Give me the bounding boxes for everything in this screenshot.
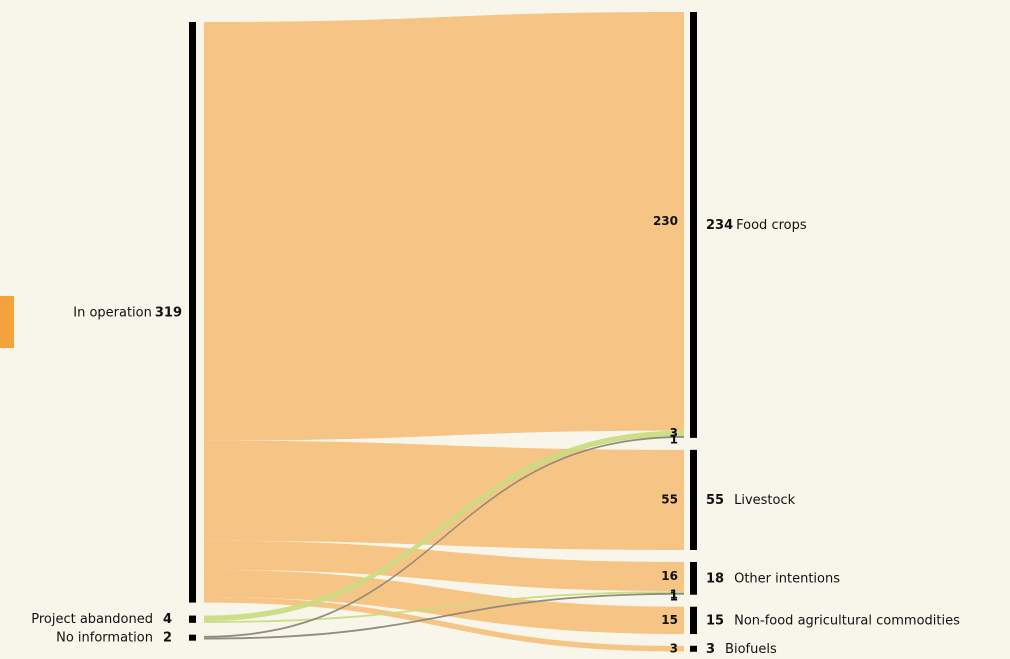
node-bar: [690, 606, 697, 635]
flow: [204, 540, 684, 592]
node-value: 3: [706, 641, 715, 656]
node-bar: [189, 634, 196, 641]
node-name: Biofuels: [725, 641, 777, 656]
flow-label: 1: [670, 432, 678, 446]
flow: [204, 569, 684, 635]
node-bar: [690, 645, 697, 652]
node-bar: [690, 561, 697, 595]
flow-label: 3: [670, 641, 678, 655]
flow-label: 230: [653, 214, 678, 228]
flow-label: 1: [670, 589, 678, 603]
flow: [204, 592, 684, 640]
node-name: Livestock: [734, 492, 796, 507]
node-bar: [690, 449, 697, 550]
node-label: 15 Non-food agricultural commodities: [706, 613, 960, 628]
node-bar: [189, 22, 196, 603]
node-name: No information: [56, 630, 153, 645]
flow: [204, 440, 684, 550]
node-name: In operation: [73, 305, 152, 320]
flow-label: 15: [661, 613, 678, 627]
side-tab: [0, 296, 14, 348]
node-label: 55 Livestock: [706, 492, 796, 507]
node-bar: [690, 12, 697, 438]
node-bar: [189, 615, 196, 623]
node-label: 3 Biofuels: [706, 641, 777, 656]
nodes: In operation 319 Project abandoned 4 No info…: [31, 12, 960, 656]
node-value: 55: [706, 492, 724, 507]
node-value: 4: [163, 612, 172, 627]
flow: [204, 436, 684, 638]
flow-label: 16: [661, 569, 678, 583]
node-label: Project abandoned 4: [31, 612, 172, 627]
node-label: 18 Other intentions: [706, 571, 840, 586]
node-name: Non-food agricultural commodities: [734, 613, 960, 628]
flow: [204, 597, 684, 652]
node-name: Project abandoned: [31, 612, 153, 627]
node-value: 18: [706, 571, 724, 586]
flow: [204, 430, 684, 622]
flow-label: 1: [670, 588, 678, 602]
node-name: Food crops: [736, 217, 807, 232]
node-value: 319: [155, 305, 182, 320]
node-label: In operation 319: [73, 305, 182, 320]
node-value: 15: [706, 613, 724, 628]
node-name: Other intentions: [734, 571, 840, 586]
flow-label: 55: [661, 492, 678, 506]
node-label: No information 2: [56, 630, 172, 645]
flow: [204, 591, 684, 623]
node-label: 234 Food crops: [706, 217, 807, 232]
flow: [204, 12, 684, 441]
flow-label: 3: [670, 426, 678, 440]
node-value: 2: [163, 630, 172, 645]
node-value: 234: [706, 217, 733, 232]
